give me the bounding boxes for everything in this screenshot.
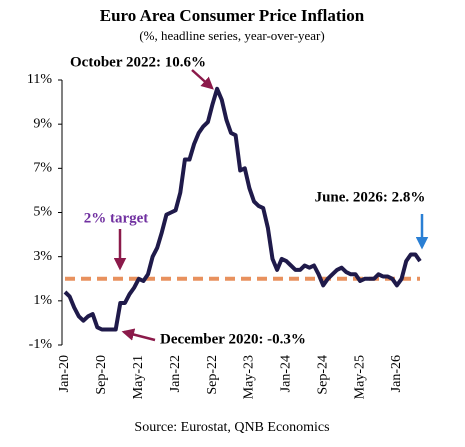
y-tick-label: 7% <box>33 161 52 176</box>
chart-subtitle: (%, headline series, year-over-year) <box>139 28 324 43</box>
annotation: June. 2026: 2.8% <box>315 189 426 205</box>
y-tick-label: 11% <box>27 72 52 87</box>
x-tick-label: Jan-24 <box>279 355 294 392</box>
x-tick-label: May-25 <box>352 355 367 399</box>
x-tick-label: Jan-26 <box>389 355 404 392</box>
y-tick-label: 5% <box>33 205 52 220</box>
x-tick-label: Sep-20 <box>94 355 109 395</box>
y-tick-label: 9% <box>33 116 52 131</box>
x-tick-label: May-21 <box>131 355 146 399</box>
chart-title: Euro Area Consumer Price Inflation <box>100 6 365 25</box>
target-label: 2% target <box>84 210 149 226</box>
annotation: December 2020: -0.3% <box>160 331 306 347</box>
x-tick-label: Sep-24 <box>315 355 330 395</box>
series-line <box>63 86 422 332</box>
annotation-arrow <box>121 328 156 342</box>
x-tick-label: Jan-20 <box>57 355 72 392</box>
x-tick-label: Jan-22 <box>168 355 183 392</box>
y-tick-label: 3% <box>33 249 52 264</box>
x-tick-label: Sep-22 <box>205 355 220 395</box>
x-tick-label: May-23 <box>242 355 257 399</box>
y-tick-label: 1% <box>33 293 52 308</box>
annotation: October 2022: 10.6% <box>70 54 206 70</box>
annotation-arrow <box>191 69 214 90</box>
y-tick-label: -1% <box>29 337 53 352</box>
source: Source: Eurostat, QNB Economics <box>134 420 329 435</box>
